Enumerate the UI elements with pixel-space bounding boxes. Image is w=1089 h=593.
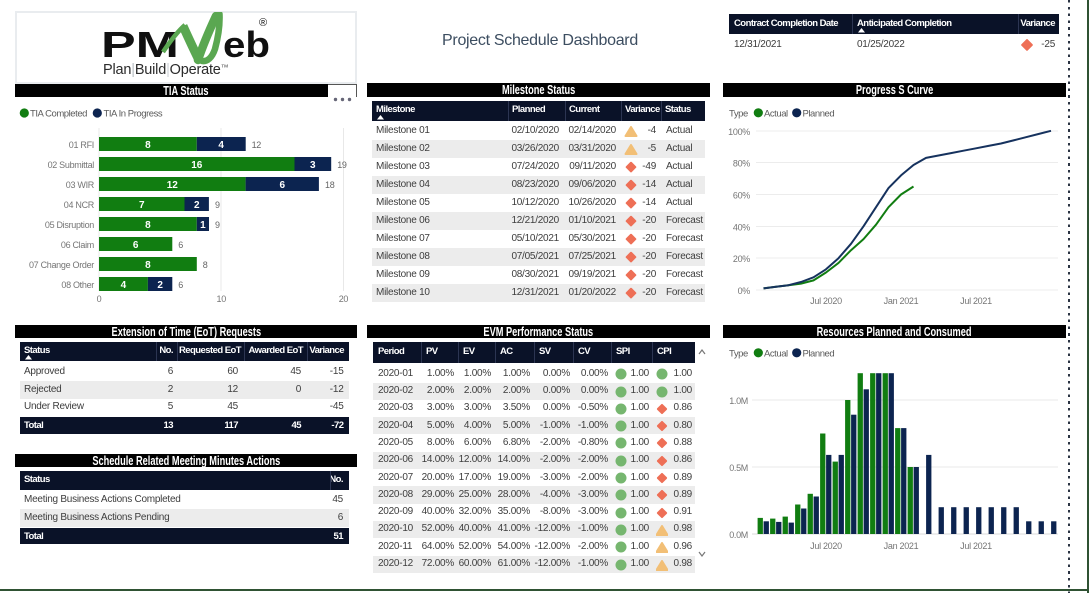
svg-text:12: 12 [252,140,262,150]
svg-text:0.0M: 0.0M [729,530,748,540]
svg-text:Jan 2021: Jan 2021 [884,541,919,551]
svg-text:19: 19 [337,160,347,170]
svg-text:Jul 2020: Jul 2020 [810,541,842,551]
svg-text:8: 8 [145,220,151,231]
svg-text:0%: 0% [738,286,751,296]
svg-text:20%: 20% [733,254,750,264]
svg-text:4: 4 [121,280,127,291]
svg-text:20: 20 [339,294,349,304]
svg-text:TIA Completed: TIA Completed [30,109,87,120]
svg-text:9: 9 [215,220,220,230]
svg-text:7: 7 [139,200,145,211]
svg-text:Planned: Planned [803,349,835,360]
svg-text:07 Change Order: 07 Change Order [29,260,94,270]
svg-text:80%: 80% [733,159,750,169]
svg-text:Jul 2021: Jul 2021 [960,296,992,306]
svg-text:TIA In Progress: TIA In Progress [104,109,163,120]
svg-text:18: 18 [325,180,335,190]
svg-text:05 Disruption: 05 Disruption [45,220,94,230]
svg-text:8: 8 [145,260,151,271]
svg-text:Jul 2021: Jul 2021 [960,541,992,551]
svg-text:6: 6 [280,180,286,191]
svg-text:100%: 100% [728,127,750,137]
svg-text:03 WIR: 03 WIR [66,180,95,190]
svg-text:Type: Type [729,349,748,360]
svg-text:6: 6 [178,280,183,290]
svg-text:8: 8 [145,140,151,151]
svg-text:12: 12 [167,180,179,191]
svg-text:Planned: Planned [803,109,835,120]
svg-text:06 Claim: 06 Claim [61,240,94,250]
svg-text:eb: eb [223,24,270,65]
svg-text:1: 1 [200,220,206,231]
svg-text:6: 6 [178,240,183,250]
svg-text:Type: Type [729,109,748,120]
svg-text:1.0M: 1.0M [729,396,748,406]
svg-text:0: 0 [97,294,102,304]
svg-text:4: 4 [218,140,224,151]
svg-text:01 RFI: 01 RFI [69,140,94,150]
svg-text:®: ® [259,17,267,29]
svg-text:10: 10 [216,294,226,304]
svg-text:3: 3 [310,160,316,171]
svg-text:02 Submittal: 02 Submittal [48,160,95,170]
svg-text:8: 8 [203,260,208,270]
svg-text:2: 2 [157,280,163,291]
svg-text:9: 9 [215,200,220,210]
svg-text:04 NCR: 04 NCR [64,200,95,210]
svg-text:6: 6 [133,240,139,251]
svg-text:40%: 40% [733,222,750,232]
svg-text:Jan 2021: Jan 2021 [884,296,919,306]
svg-text:Actual: Actual [764,109,788,120]
svg-text:Actual: Actual [764,349,788,360]
svg-text:2: 2 [194,200,200,211]
svg-text:0.5M: 0.5M [729,463,748,473]
svg-text:08 Other: 08 Other [61,280,94,290]
svg-text:16: 16 [191,160,203,171]
svg-text:60%: 60% [733,191,750,201]
svg-text:Jul 2020: Jul 2020 [810,296,842,306]
